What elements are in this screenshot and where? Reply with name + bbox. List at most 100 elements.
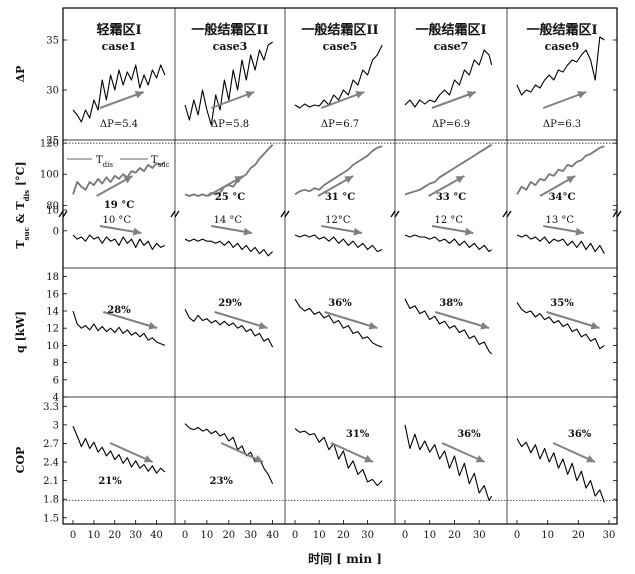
- series-dp-case5: [294, 44, 383, 109]
- column-title-case5: 一般结霜区II: [301, 22, 378, 38]
- x-tick-label: 20: [448, 530, 461, 541]
- arrow-tsuc-head: [243, 227, 252, 236]
- x-tick-label: 10: [423, 530, 436, 541]
- y-axis-label: ΔP: [14, 66, 27, 83]
- column-title-case1: 轻霜区I: [96, 22, 141, 38]
- arrow-q-head: [258, 321, 268, 330]
- x-tick-label: 10: [313, 530, 326, 541]
- y-tick-label: 6: [53, 375, 59, 386]
- cop-annotation: 23%: [209, 476, 233, 487]
- y-tick-label: 18: [46, 272, 59, 283]
- x-tick-label: 30: [244, 530, 257, 541]
- axis-break-mark: [612, 210, 622, 218]
- axis-break-mark: [280, 210, 290, 218]
- y-tick-label: 10: [46, 341, 59, 352]
- y-tick-label: 8: [53, 358, 59, 369]
- arrow-q: [546, 311, 600, 329]
- series-tsuc-case3: [184, 238, 273, 257]
- y-tick-label: 2.1: [43, 476, 59, 487]
- legend-label-tdis: Tdis: [96, 155, 113, 169]
- arrow-q: [324, 311, 378, 329]
- axis-break-mark: [390, 210, 400, 218]
- arrow-tdis-head: [455, 176, 465, 184]
- arrow-tsuc-head: [464, 227, 474, 236]
- arrow-cop-head: [254, 455, 263, 463]
- series-tsuc-case1: [72, 234, 166, 251]
- data-layer: [67, 36, 605, 503]
- series-dp-case9: [516, 36, 605, 96]
- y-tick-label: 0: [53, 226, 59, 237]
- arrow-cop-head: [475, 455, 485, 463]
- axis-break-mark: [170, 210, 180, 218]
- series-q-case3: [184, 309, 274, 348]
- arrow-tsuc-head: [353, 227, 362, 236]
- q-annotation: 29%: [218, 298, 242, 309]
- series-cop-case1: [72, 425, 166, 474]
- series-cop-case5: [294, 428, 383, 487]
- x-tick-label: 30: [603, 530, 616, 541]
- panel-grid: [58, 7, 622, 525]
- tdis-annotation: 31 °C: [325, 192, 355, 203]
- axis-break-mark: [58, 210, 68, 218]
- series-tdis-case3: [184, 144, 274, 197]
- arrow-dp-head: [134, 90, 144, 99]
- y-tick-label: 3: [53, 420, 59, 431]
- y-tick-label: 30: [46, 86, 59, 97]
- series-tdis-case1: [72, 161, 166, 195]
- y-tick-label: 14: [46, 307, 59, 318]
- cop-annotation: 31%: [346, 429, 370, 440]
- dp-annotation: ΔP=6.9: [432, 119, 470, 130]
- series-tdis-case5: [294, 145, 383, 196]
- tsuc-annotation: 14 °C: [214, 215, 243, 226]
- y-tick-label: 3.3: [43, 402, 59, 413]
- arrow-q-head: [148, 321, 158, 330]
- dp-annotation: ΔP=5.4: [100, 119, 138, 130]
- arrow-tdis-head: [344, 176, 354, 184]
- arrow-dp-head: [577, 91, 587, 99]
- y-axis-label: q [kW]: [14, 311, 27, 353]
- arrow-q-head: [368, 321, 378, 330]
- y-tick-label: 35: [46, 36, 59, 47]
- y-tick-label: 2.4: [43, 458, 59, 469]
- series-dp-case7: [404, 49, 493, 108]
- cop-annotation: 36%: [568, 429, 592, 440]
- arrow-cop-head: [143, 455, 153, 463]
- x-tick-label: 30: [129, 530, 142, 541]
- y-tick-label: 12: [46, 324, 59, 335]
- series-q-case9: [516, 302, 605, 350]
- column-case-case9: case9: [545, 40, 580, 53]
- y-tick-label: 25: [46, 136, 59, 147]
- x-tick-label: 40: [266, 530, 279, 541]
- x-tick-label: 20: [572, 530, 585, 541]
- x-axis-label: 时间 [ min ]: [308, 551, 382, 566]
- y-tick-label: 120: [40, 139, 59, 150]
- q-annotation: 36%: [328, 298, 352, 309]
- column-case-case1: case1: [102, 40, 137, 53]
- series-dp-case1: [72, 64, 166, 123]
- column-title-case9: 一般结霜区I: [526, 22, 597, 38]
- y-tick-label: 16: [46, 289, 59, 300]
- x-tick-label: 20: [222, 530, 235, 541]
- column-title-case3: 一般结霜区II: [191, 22, 268, 38]
- arrow-tdis-head: [566, 176, 576, 184]
- x-tick-label: 10: [88, 530, 101, 541]
- q-annotation: 28%: [107, 305, 131, 316]
- series-tsuc-case7: [404, 234, 492, 253]
- x-tick-label: 10: [541, 530, 554, 541]
- tsuc-annotation: 13 °C: [546, 215, 575, 226]
- tsuc-annotation: 12°C: [325, 215, 351, 226]
- series-cop-case9: [516, 438, 605, 503]
- arrow-q: [435, 311, 490, 329]
- series-tsuc-case9: [516, 234, 605, 254]
- arrow-cop-head: [364, 455, 373, 463]
- y-tick-label: 1.8: [43, 495, 59, 506]
- dp-annotation: ΔP=6.3: [543, 119, 581, 130]
- q-annotation: 38%: [439, 298, 463, 309]
- column-case-case5: case5: [323, 40, 358, 53]
- arrow-dp-head: [245, 91, 255, 99]
- arrow-q-head: [480, 321, 490, 330]
- series-q-case7: [404, 298, 492, 355]
- axis-break-mark: [502, 210, 512, 218]
- text-layer: 2530358010012001046810121416181.51.82.12…: [14, 22, 615, 541]
- q-annotation: 35%: [550, 298, 574, 309]
